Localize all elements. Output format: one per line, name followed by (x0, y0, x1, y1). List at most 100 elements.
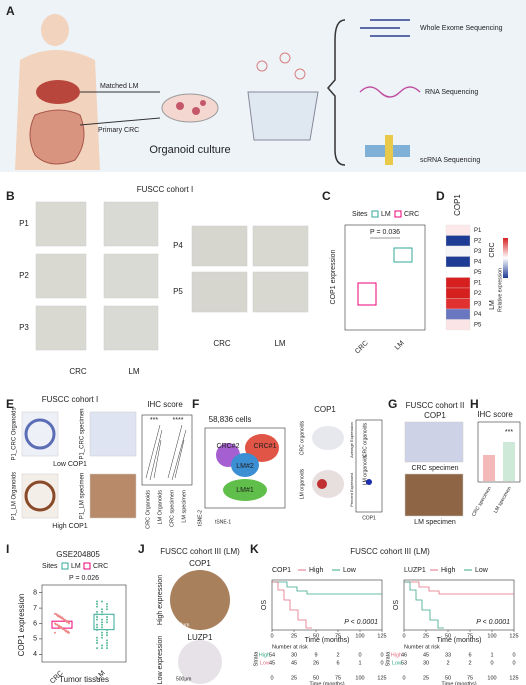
point (54, 612, 56, 615)
scale: 500μm (176, 676, 191, 682)
x-tick-label: CRC (354, 340, 370, 356)
point (96, 628, 98, 631)
point (106, 616, 108, 619)
panel-label: I (6, 542, 9, 556)
legend-key (83, 562, 91, 570)
x-tick-label: 75 (467, 675, 473, 681)
title: 58,836 cells (209, 415, 252, 424)
legend-key (371, 210, 379, 218)
point (106, 639, 108, 642)
x-tick-label: 0 (270, 675, 273, 681)
organoid (279, 52, 291, 64)
heat-cell (445, 298, 471, 310)
risk-count: 0 (512, 652, 515, 658)
point (54, 631, 56, 634)
risk-count: 45 (423, 652, 429, 658)
legend: LM (381, 211, 391, 218)
organoid (24, 418, 56, 450)
row-label: P2 (19, 271, 29, 280)
axis-label: tSNE-2 (197, 510, 203, 526)
point (67, 631, 69, 634)
point (60, 627, 62, 630)
body-head (41, 14, 69, 46)
x-tick-label: 50 (313, 633, 319, 639)
point (101, 631, 103, 634)
panel-label: F (192, 397, 199, 411)
feature-plot (312, 470, 344, 498)
panel-label: A (6, 4, 15, 18)
cluster-label: LM#1 (236, 487, 254, 494)
point (101, 610, 103, 613)
x-label: Time (months) (309, 681, 344, 685)
risk-count: 2 (446, 660, 449, 666)
title: IHC score (147, 400, 183, 409)
intestine (29, 109, 85, 165)
panel-label: G (388, 397, 397, 411)
label: P1_LM Organoids (12, 472, 18, 520)
p-value: P < 0.0001 (476, 619, 510, 626)
x-tick-label: 75 (467, 633, 473, 639)
label: RNA Sequencing (425, 89, 478, 96)
x-tick-label: LM (394, 340, 406, 352)
legend-title: Percent Expressed (349, 473, 354, 507)
point (96, 605, 98, 608)
legend: CRC (93, 563, 108, 570)
row-label: P2 (474, 291, 482, 297)
x-tick-label: 100 (487, 633, 496, 639)
plot-frame (355, 419, 383, 513)
row-label: P4 (474, 260, 482, 266)
x-label: Tumor tissues (59, 675, 109, 684)
scale: 500μm (174, 622, 189, 628)
image (404, 473, 464, 517)
tma-core (170, 570, 230, 630)
legend-key (61, 562, 69, 570)
risk-count: 33 (445, 652, 451, 658)
point (96, 641, 98, 644)
point (101, 608, 103, 611)
label: CRC organoids (299, 420, 305, 455)
point (106, 608, 108, 611)
legend: Sites (352, 211, 368, 218)
plot-frame (204, 427, 286, 509)
row-label: P5 (474, 270, 482, 276)
legend: LM (71, 563, 81, 570)
panel-label: D (436, 189, 445, 203)
heat-cell (445, 287, 471, 299)
risk-count: 26 (313, 660, 319, 666)
image (103, 201, 159, 247)
row-label: P5 (173, 287, 183, 296)
organoid (294, 68, 306, 80)
km-curve (272, 581, 312, 629)
plot-frame (477, 421, 521, 483)
point (101, 626, 103, 629)
x-tick-label: 125 (377, 675, 386, 681)
point (58, 625, 60, 628)
panel-label: J (138, 542, 145, 556)
legend: High (441, 567, 456, 574)
point (106, 631, 108, 634)
label: CRC specimen (411, 465, 458, 472)
title: FUSCC cohort III (LM) (350, 547, 430, 556)
significance: *** (505, 429, 513, 436)
image (252, 271, 309, 313)
y-label: OS (393, 600, 400, 610)
row-label: P3 (19, 323, 29, 332)
point (106, 621, 108, 624)
panel-label: K (250, 542, 259, 556)
title: GSE204805 (56, 550, 100, 559)
km-curve (272, 581, 382, 595)
panel-label: C (322, 189, 331, 203)
point (68, 622, 70, 625)
p-value: P < 0.0001 (344, 619, 378, 626)
risk-count: 6 (468, 652, 471, 658)
point (96, 647, 98, 650)
axis-label: tSNE-1 (215, 519, 231, 525)
point (55, 623, 57, 626)
x-tick-label: 25 (423, 675, 429, 681)
row-label: P5 (474, 323, 482, 329)
point (101, 600, 103, 603)
image (191, 271, 248, 313)
cluster-label: LM#2 (236, 463, 254, 470)
point (101, 636, 103, 639)
x-tick-label: LM Organoids (157, 490, 163, 525)
